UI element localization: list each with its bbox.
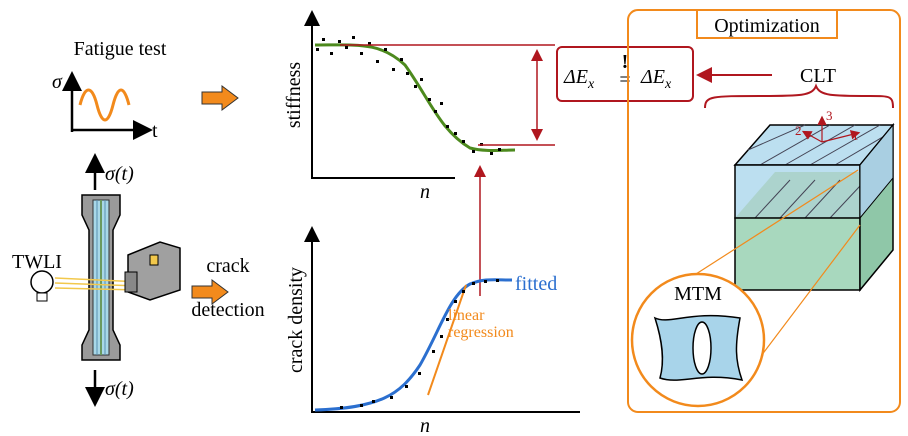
bulb-base xyxy=(37,293,47,301)
mtm-label: MTM xyxy=(674,283,722,305)
subscript: x xyxy=(587,77,595,92)
axis-label: 3 xyxy=(826,108,833,123)
optimization-title: Optimization xyxy=(714,15,820,37)
camera-light xyxy=(150,255,158,265)
brace xyxy=(705,86,893,108)
crack-points xyxy=(340,279,499,409)
regression-label: linear xyxy=(448,307,485,324)
fitted-label: fitted xyxy=(515,273,557,295)
clt-label: CLT xyxy=(800,65,836,87)
sigma-label: σ xyxy=(52,71,63,93)
crack-density-label: crack density xyxy=(285,267,307,373)
process-arrow xyxy=(202,86,238,110)
load-bottom: σ(t) xyxy=(105,378,134,400)
diagram: Fatigue test σ t σ(t) σ(t) TWLI crack de… xyxy=(0,0,908,436)
stiffness-points xyxy=(316,36,501,155)
axis-label: 1 xyxy=(852,128,859,143)
axis-label: 2 xyxy=(795,123,802,138)
t-label: t xyxy=(152,120,158,142)
n-label: n xyxy=(420,181,430,203)
subscript: x xyxy=(664,77,672,92)
cube-front-lower xyxy=(735,218,860,290)
n-label: n xyxy=(420,415,430,436)
symbol: ΔE xyxy=(563,66,588,88)
camera-lens xyxy=(125,272,137,292)
symbol: ΔE xyxy=(640,66,665,88)
mtm-void xyxy=(693,322,711,374)
fitted-curve xyxy=(315,280,512,410)
light-label: TWLI xyxy=(12,251,62,273)
regression-label: regression xyxy=(448,324,514,341)
sine xyxy=(80,90,129,120)
load-top: σ(t) xyxy=(105,163,134,185)
bulb xyxy=(31,271,53,293)
fatigue-title: Fatigue test xyxy=(74,38,167,60)
stiffness-curve xyxy=(315,45,515,151)
crack-label: crack xyxy=(206,255,249,277)
stiffness-label: stiffness xyxy=(283,62,305,129)
crack-label: detection xyxy=(191,299,264,321)
